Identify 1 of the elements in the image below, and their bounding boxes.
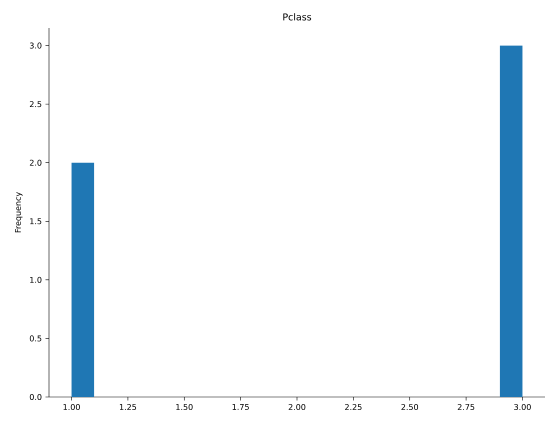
- chart-title: Pclass: [283, 13, 312, 21]
